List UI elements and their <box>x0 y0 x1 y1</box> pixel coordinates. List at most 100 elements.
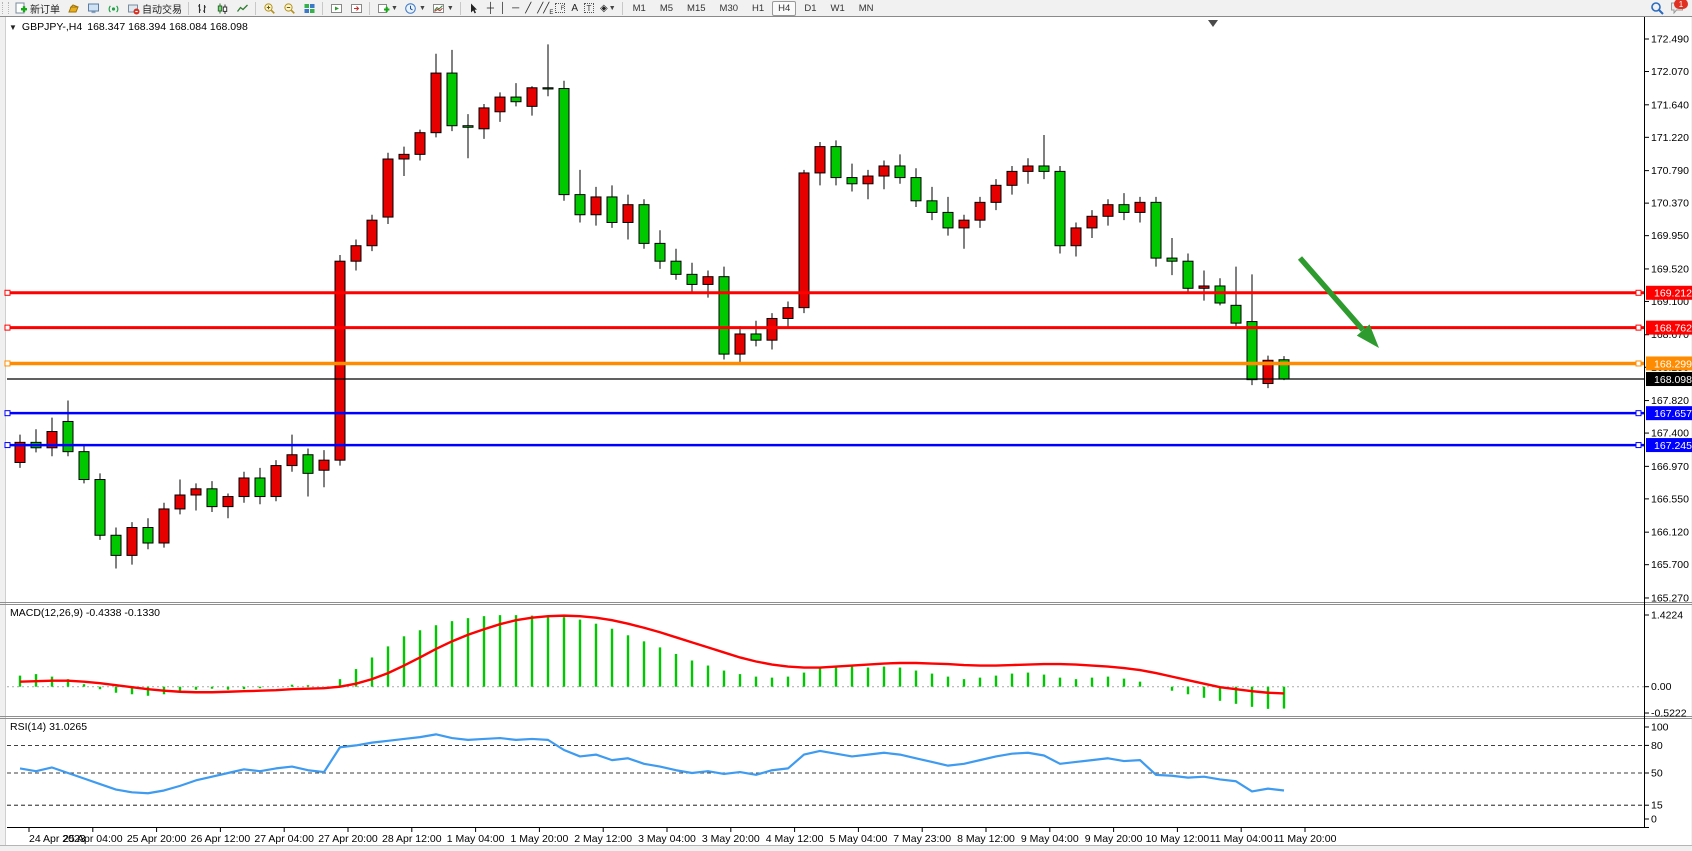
chart-title: ▼ GBPJPY-,H4 168.347 168.394 168.084 168… <box>9 21 248 33</box>
vertical-line-tool-button[interactable]: │ <box>497 1 509 16</box>
indicators-button[interactable]: ▼ <box>373 1 401 16</box>
candle <box>974 201 986 221</box>
horizontal-line[interactable]: 167.245 <box>4 438 1692 453</box>
candle <box>958 219 970 229</box>
candle <box>1070 227 1082 247</box>
timeframe-m1[interactable]: M1 <box>632 2 646 14</box>
timeframe-d1[interactable]: D1 <box>804 2 817 14</box>
candle <box>782 307 794 319</box>
svg-text:166.550: 166.550 <box>1651 493 1689 505</box>
text-label-tool-button[interactable]: T <box>581 1 597 16</box>
templates-button[interactable]: ▼ <box>429 1 457 16</box>
new-order-button[interactable]: 新订单 <box>11 1 63 16</box>
svg-text:170.790: 170.790 <box>1651 165 1689 177</box>
candle <box>446 72 458 127</box>
quotes-button[interactable] <box>63 1 83 16</box>
candle <box>254 477 266 498</box>
tile-windows-button[interactable] <box>299 1 319 16</box>
timeframe-m30[interactable]: M30 <box>719 2 739 14</box>
bar-chart-type-button[interactable] <box>192 1 212 16</box>
svg-text:167.820: 167.820 <box>1651 395 1689 407</box>
horizontal-line[interactable]: 168.762 <box>4 320 1692 335</box>
chart-shift-button[interactable] <box>346 1 366 16</box>
auto-trading-button[interactable]: 自动交易 <box>123 1 185 16</box>
candle <box>718 276 730 355</box>
candle <box>926 200 938 213</box>
candle <box>1038 165 1050 172</box>
arrows-icon: ◈ <box>600 2 608 14</box>
timeframe-m15[interactable]: M15 <box>687 2 706 14</box>
line-chart-type-button[interactable] <box>232 1 252 16</box>
candle <box>1166 257 1178 262</box>
search-icon[interactable] <box>1650 2 1664 15</box>
svg-text:172.070: 172.070 <box>1651 66 1689 78</box>
price-axis[interactable]: 172.490 172.070 171.640 171.220 170.790 170.3… <box>1644 17 1689 827</box>
timeframe-h4[interactable]: H4 <box>772 0 797 16</box>
timeframe-h1[interactable]: H1 <box>752 2 765 14</box>
rsi-line <box>19 733 1285 795</box>
arrow-annotation[interactable] <box>1297 256 1379 348</box>
text-tool-button[interactable]: A <box>568 1 581 16</box>
notifications-button[interactable]: 1 <box>1670 0 1688 15</box>
svg-text:172.490: 172.490 <box>1651 34 1689 46</box>
horizontal-line-tool-button[interactable]: ─ <box>509 1 522 16</box>
svg-text:170.370: 170.370 <box>1651 198 1689 210</box>
svg-text:15: 15 <box>1651 800 1663 812</box>
cursor-tool-button[interactable] <box>464 1 484 16</box>
candle <box>830 146 842 179</box>
line-chart-icon <box>235 2 249 15</box>
svg-text:3 May 04:00: 3 May 04:00 <box>638 833 696 845</box>
collapse-arrow-icon[interactable]: ▼ <box>9 22 17 32</box>
crosshair-tool-button[interactable]: ┼ <box>484 1 497 16</box>
terminal-button[interactable] <box>83 1 103 16</box>
candlestick-chart-type-button[interactable] <box>212 1 232 16</box>
signal-waves-icon <box>106 2 120 15</box>
trendline-icon: ╱ <box>525 2 532 14</box>
timeframe-m5[interactable]: M5 <box>659 2 674 14</box>
price-badge <box>1646 438 1692 453</box>
svg-text:27 Apr 20:00: 27 Apr 20:00 <box>318 833 378 845</box>
ohlc-values: 168.347 168.394 168.084 168.098 <box>87 21 248 33</box>
candle <box>494 96 506 113</box>
zoom-out-button[interactable] <box>279 1 299 16</box>
fibonacci-tool-button[interactable]: F <box>552 1 568 16</box>
symbol-period: GBPJPY-,H4 <box>21 21 83 33</box>
horizontal-line[interactable]: 168.299 <box>4 356 1692 371</box>
svg-text:7 May 23:00: 7 May 23:00 <box>893 833 951 845</box>
svg-text:26 Apr 12:00: 26 Apr 12:00 <box>191 833 251 845</box>
svg-text:10 May 12:00: 10 May 12:00 <box>1146 833 1210 845</box>
horizontal-line[interactable]: 167.657 <box>4 406 1692 421</box>
auto-scroll-button[interactable] <box>326 1 346 16</box>
notification-badge: 1 <box>1674 0 1688 9</box>
current-price-line: 168.098 <box>7 372 1692 387</box>
timeframe-mn[interactable]: MN <box>858 2 874 14</box>
candle <box>478 107 490 130</box>
candle <box>158 508 170 544</box>
candle <box>814 146 826 174</box>
equidistant-channel-tool-button[interactable]: ╱╱ E <box>534 1 553 16</box>
toolbar-grip[interactable] <box>2 2 9 14</box>
auto-scroll-icon <box>329 2 343 15</box>
chevron-down-icon: ▼ <box>446 4 454 12</box>
svg-text:28 Apr 12:00: 28 Apr 12:00 <box>382 833 442 845</box>
horizontal-line[interactable]: 169.212 <box>4 285 1692 300</box>
candle <box>1006 170 1018 186</box>
candle <box>286 454 298 467</box>
candle <box>1118 204 1130 213</box>
candle <box>894 165 906 179</box>
arrows-tool-button[interactable]: ◈ ▼ <box>597 1 619 16</box>
chart-shift-marker[interactable] <box>1208 20 1218 27</box>
signals-button[interactable] <box>103 1 123 16</box>
svg-text:25 Apr 20:00: 25 Apr 20:00 <box>127 833 187 845</box>
rsi-indicator-label: RSI(14) 31.0265 <box>10 721 88 733</box>
candle <box>382 158 394 218</box>
trendline-tool-button[interactable]: ╱ <box>522 1 534 16</box>
candle <box>862 175 874 185</box>
periods-button[interactable]: ▼ <box>401 1 429 16</box>
zoom-in-button[interactable] <box>259 1 279 16</box>
timeframe-w1[interactable]: W1 <box>830 2 845 14</box>
svg-text:167.400: 167.400 <box>1651 428 1689 440</box>
crosshair-icon: ┼ <box>486 2 494 14</box>
